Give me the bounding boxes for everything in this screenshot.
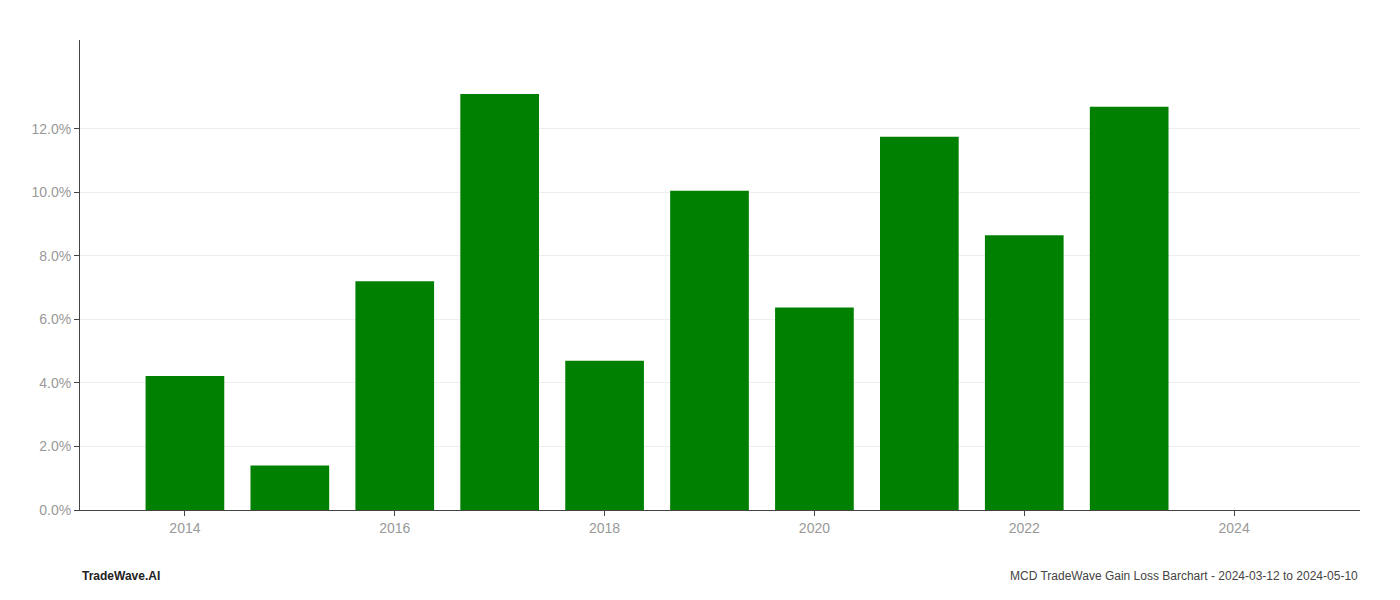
svg-text:2018: 2018 bbox=[589, 520, 620, 536]
svg-text:6.0%: 6.0% bbox=[39, 311, 71, 327]
svg-text:TradeWave.AI: TradeWave.AI bbox=[82, 569, 160, 583]
svg-text:2024: 2024 bbox=[1219, 520, 1250, 536]
svg-text:2020: 2020 bbox=[799, 520, 830, 536]
svg-text:10.0%: 10.0% bbox=[31, 184, 71, 200]
svg-text:2022: 2022 bbox=[1009, 520, 1040, 536]
svg-text:8.0%: 8.0% bbox=[39, 248, 71, 264]
svg-text:0.0%: 0.0% bbox=[39, 502, 71, 518]
svg-text:2016: 2016 bbox=[379, 520, 410, 536]
svg-text:MCD TradeWave Gain Loss Barcha: MCD TradeWave Gain Loss Barchart - 2024-… bbox=[1010, 569, 1358, 583]
svg-text:4.0%: 4.0% bbox=[39, 375, 71, 391]
svg-text:12.0%: 12.0% bbox=[31, 121, 71, 137]
svg-text:2014: 2014 bbox=[169, 520, 200, 536]
svg-text:2.0%: 2.0% bbox=[39, 438, 71, 454]
